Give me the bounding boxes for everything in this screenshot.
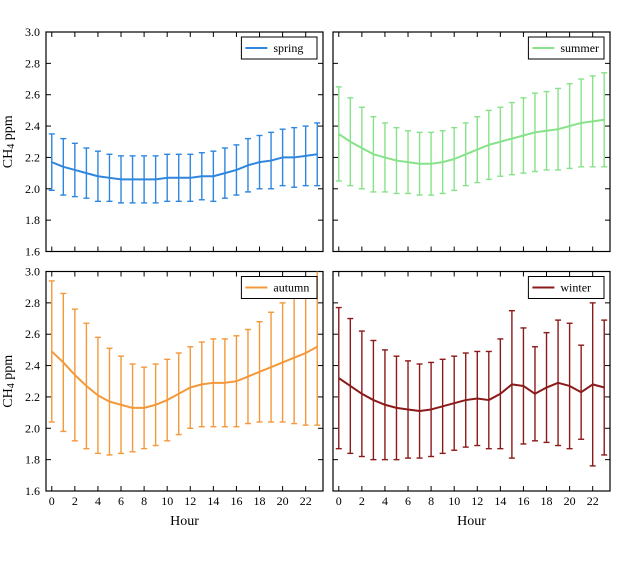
x-tick-label: 4 [95,494,101,508]
x-tick-label: 20 [564,494,576,508]
y-tick-label: 2.8 [25,296,40,310]
legend-label: autumn [273,281,309,295]
x-tick-label: 14 [207,494,219,508]
panel-frame [46,32,323,252]
mean-line [52,154,317,179]
x-tick-label: 18 [541,494,553,508]
legend: summer [528,37,604,59]
x-tick-label: 0 [336,494,342,508]
mean-line [339,378,604,411]
mean-line [339,120,604,164]
x-tick-label: 12 [184,494,196,508]
y-tick-label: 2.0 [25,182,40,196]
y-tick-label: 1.6 [25,245,40,259]
y-axis-label: CH4 ppm [1,355,17,408]
y-tick-label: 2.0 [25,421,40,435]
y-tick-label: 2.2 [25,390,40,404]
panel-autumn: 1.6 1.8 2.0 2.2 2.4 2.6 2.8 3.0 0 2 4 6 8 10 12 14 16 18 2… [25,265,323,530]
panel-summer: summer [333,32,610,252]
legend: autumn [241,277,317,299]
legend-label: winter [560,281,591,295]
x-tick-label: 18 [254,494,266,508]
x-tick-label: 10 [161,494,173,508]
panel-winter: 0 2 4 6 8 10 12 14 16 18 20 22 winter Hour [333,272,610,530]
x-tick-label: 0 [49,494,55,508]
y-tick-label: 2.2 [25,150,40,164]
x-tick-label: 22 [587,494,599,508]
y-axis-label: CH4 ppm [1,115,17,168]
y-tick-label: 3.0 [25,25,40,39]
y-tick-label: 3.0 [25,265,40,279]
x-tick-label: 10 [448,494,460,508]
y-tick-label: 2.4 [25,119,40,133]
svg-text:CH4 ppm: CH4 ppm [1,115,17,168]
x-tick-label: 8 [141,494,147,508]
x-tick-label: 16 [517,494,529,508]
x-tick-label: 14 [494,494,506,508]
x-tick-label: 6 [118,494,124,508]
x-tick-label: 22 [300,494,312,508]
legend-label: summer [560,41,599,55]
y-tick-label: 2.6 [25,327,40,341]
y-tick-label: 1.6 [25,484,40,498]
y-tick-label: 2.6 [25,88,40,102]
panel-frame [333,272,610,492]
svg-text:CH4 ppm: CH4 ppm [1,355,17,408]
x-axis-label: Hour [170,514,199,529]
x-axis-label: Hour [457,514,486,529]
x-tick-label: 8 [428,494,434,508]
y-tick-label: 1.8 [25,213,40,227]
seasonal-ch4-chart: 1.6 1.8 2.0 2.2 2.4 2.6 2.8 3.0 spring CH4 ppm sum… [0,0,640,579]
x-tick-label: 6 [405,494,411,508]
y-tick-label: 1.8 [25,453,40,467]
panel-spring: 1.6 1.8 2.0 2.2 2.4 2.6 2.8 3.0 spring [25,25,323,259]
x-tick-label: 16 [230,494,242,508]
panel-frame [333,32,610,252]
panel-frame [46,272,323,492]
legend: winter [528,277,604,299]
figure-container: { "figure": { "width": 640, "height": 57… [0,0,640,579]
x-tick-label: 20 [277,494,289,508]
y-tick-label: 2.8 [25,56,40,70]
x-tick-label: 12 [471,494,483,508]
legend-label: spring [273,41,303,55]
x-tick-label: 2 [359,494,365,508]
x-tick-label: 2 [72,494,78,508]
legend: spring [241,37,317,59]
x-tick-label: 4 [382,494,388,508]
y-tick-label: 2.4 [25,359,40,373]
mean-line [52,347,317,408]
